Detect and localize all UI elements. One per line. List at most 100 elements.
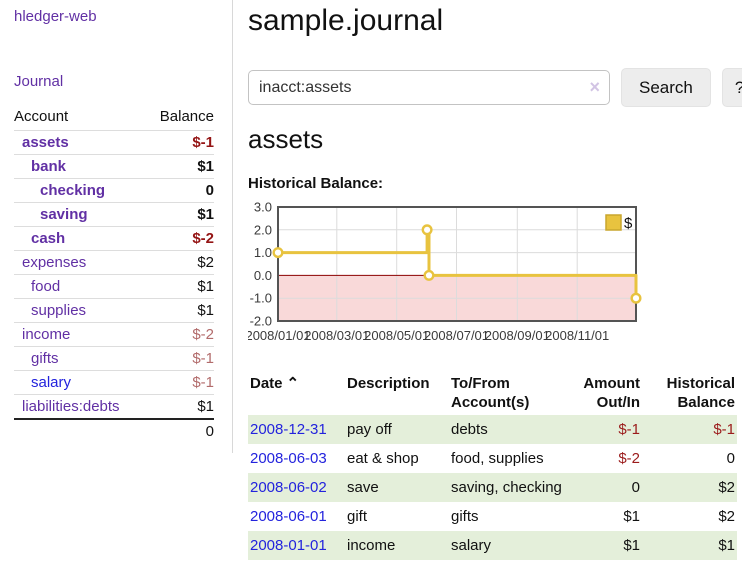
register-header-row: Date ⌃ Description To/From Account(s) Amo… [248, 371, 737, 415]
page-title: sample.journal [248, 4, 444, 37]
transaction-amount: $-1 [618, 421, 640, 438]
register-header-date[interactable]: Date ⌃ [248, 371, 345, 415]
account-link-assets[interactable]: assets [22, 134, 69, 151]
data-point-marker [421, 224, 433, 236]
sidebar: hledger-web Journal Account Balance asse… [0, 0, 233, 453]
transaction-description: income [347, 537, 396, 554]
account-link-liabilities-debts[interactable]: liabilities:debts [22, 398, 120, 415]
transaction-amount: 0 [631, 479, 640, 496]
account-link-gifts[interactable]: gifts [31, 350, 59, 367]
data-point-marker [423, 269, 435, 281]
account-link-saving[interactable]: saving [40, 206, 88, 223]
account-link-income[interactable]: income [22, 326, 71, 343]
accounts-body: assets $-1 bank $1 checking 0 saving $1 cash $-2 e… [14, 130, 214, 419]
account-row: income $-2 [14, 322, 214, 347]
account-balance: $1 [146, 274, 214, 299]
transaction-accounts: saving, checking [451, 479, 562, 496]
search-bar: × Search ? [248, 68, 742, 107]
sidebar-nav: Journal [14, 73, 214, 91]
account-row: assets $-1 [14, 130, 214, 155]
transaction-accounts: food, supplies [451, 450, 544, 467]
transaction-accounts: debts [451, 421, 488, 438]
transaction-row: 2008-06-01 gift gifts $1 $2 [248, 502, 737, 531]
chart-wrap: $3.0 2.0 1.0 0.0 -1.0 -2.0 2008/01/01 2008/03/0… [245, 200, 742, 355]
register-table: Date ⌃ Description To/From Account(s) Amo… [248, 371, 737, 560]
account-balance: 0 [146, 178, 214, 203]
transaction-date-link[interactable]: 2008-12-31 [250, 421, 327, 438]
y-axis-tick: 3.0 [254, 202, 272, 215]
brand-link[interactable]: hledger-web [14, 8, 97, 25]
date-header-label: Date [250, 375, 283, 392]
accounts-header-account: Account [14, 108, 69, 125]
account-row: gifts $-1 [14, 346, 214, 371]
chart-title: Historical Balance: [248, 175, 384, 192]
register-header-balance: Historical Balance [666, 375, 735, 411]
search-button[interactable]: Search [621, 68, 711, 107]
x-axis-tick: 2008/01/01 [248, 328, 311, 343]
transaction-row: 2008-06-02 save saving, checking 0 $2 [248, 473, 737, 502]
sidebar-item-journal[interactable]: Journal [14, 73, 64, 90]
transaction-balance: $1 [718, 537, 735, 554]
accounts-header-balance: Balance [159, 108, 214, 125]
account-balance: $2 [146, 250, 214, 275]
historical-balance-chart: $3.0 2.0 1.0 0.0 -1.0 -2.02008/01/012008/03/0… [245, 200, 642, 343]
transaction-description: save [347, 479, 379, 496]
account-link-cash[interactable]: cash [31, 230, 66, 247]
transaction-accounts: salary [451, 537, 492, 554]
x-axis-tick: 2008/09/01 [485, 328, 550, 343]
sort-ascending-icon: ⌃ [286, 375, 300, 392]
account-row: salary $-1 [14, 370, 214, 395]
legend-label: $ [624, 215, 633, 232]
transaction-balance: $2 [718, 508, 735, 525]
account-row: checking 0 [14, 178, 214, 203]
account-link-bank[interactable]: bank [31, 158, 67, 175]
transaction-amount: $1 [623, 508, 640, 525]
accounts-total-row: 0 [14, 418, 214, 443]
account-balance: $1 [146, 154, 214, 179]
help-button[interactable]: ? [721, 68, 742, 107]
register-header-accounts: To/From Account(s) [451, 375, 530, 411]
x-axis-tick: 2008/07/01 [424, 328, 489, 343]
transaction-balance: $2 [718, 479, 735, 496]
x-axis-tick: 2008/03/01 [304, 328, 369, 343]
search-box: × [248, 70, 610, 105]
register-body: 2008-12-31 pay off debts $-1 $-1 2008-06-03 ea… [248, 415, 737, 560]
spacer-cell [14, 418, 147, 443]
plot-border [277, 206, 637, 322]
account-row: supplies $1 [14, 298, 214, 323]
account-heading: assets [248, 124, 324, 154]
account-row: liabilities:debts $1 [14, 394, 214, 419]
account-row: food $1 [14, 274, 214, 299]
data-point-marker [272, 247, 284, 259]
register-header-amount: Amount Out/In [583, 375, 640, 411]
account-balance: $-1 [146, 370, 214, 395]
transaction-accounts: gifts [451, 508, 479, 525]
account-link-salary[interactable]: salary [31, 374, 72, 391]
account-balance: $1 [146, 394, 214, 419]
transaction-row: 2008-01-01 income salary $1 $1 [248, 531, 737, 560]
clear-search-icon[interactable]: × [589, 77, 600, 97]
transaction-row: 2008-06-03 eat & shop food, supplies $-2 0 [248, 444, 737, 473]
data-point-marker [630, 292, 642, 304]
main-content: sample.journal × Search ? assets Histori… [233, 0, 742, 584]
x-axis-tick: 2008/05/01 [364, 328, 429, 343]
account-link-checking[interactable]: checking [40, 182, 106, 199]
account-balance: $-1 [146, 346, 214, 371]
account-row: bank $1 [14, 154, 214, 179]
account-row: saving $1 [14, 202, 214, 227]
search-input[interactable] [248, 70, 610, 105]
y-axis-tick: -1.0 [250, 291, 272, 306]
transaction-amount: $1 [623, 537, 640, 554]
account-link-expenses[interactable]: expenses [22, 254, 87, 271]
account-link-supplies[interactable]: supplies [31, 302, 87, 319]
accounts-total-value: 0 [146, 418, 214, 443]
transaction-date-link[interactable]: 2008-06-02 [250, 479, 327, 496]
transaction-date-link[interactable]: 2008-06-03 [250, 450, 327, 467]
accounts-table: Account Balance assets $-1 bank $1 checking 0… [14, 106, 214, 443]
transaction-description: eat & shop [347, 450, 419, 467]
account-link-food[interactable]: food [31, 278, 61, 295]
transaction-date-link[interactable]: 2008-01-01 [250, 537, 327, 554]
transaction-description: pay off [347, 421, 392, 438]
transaction-date-link[interactable]: 2008-06-01 [250, 508, 327, 525]
account-row: cash $-2 [14, 226, 214, 251]
